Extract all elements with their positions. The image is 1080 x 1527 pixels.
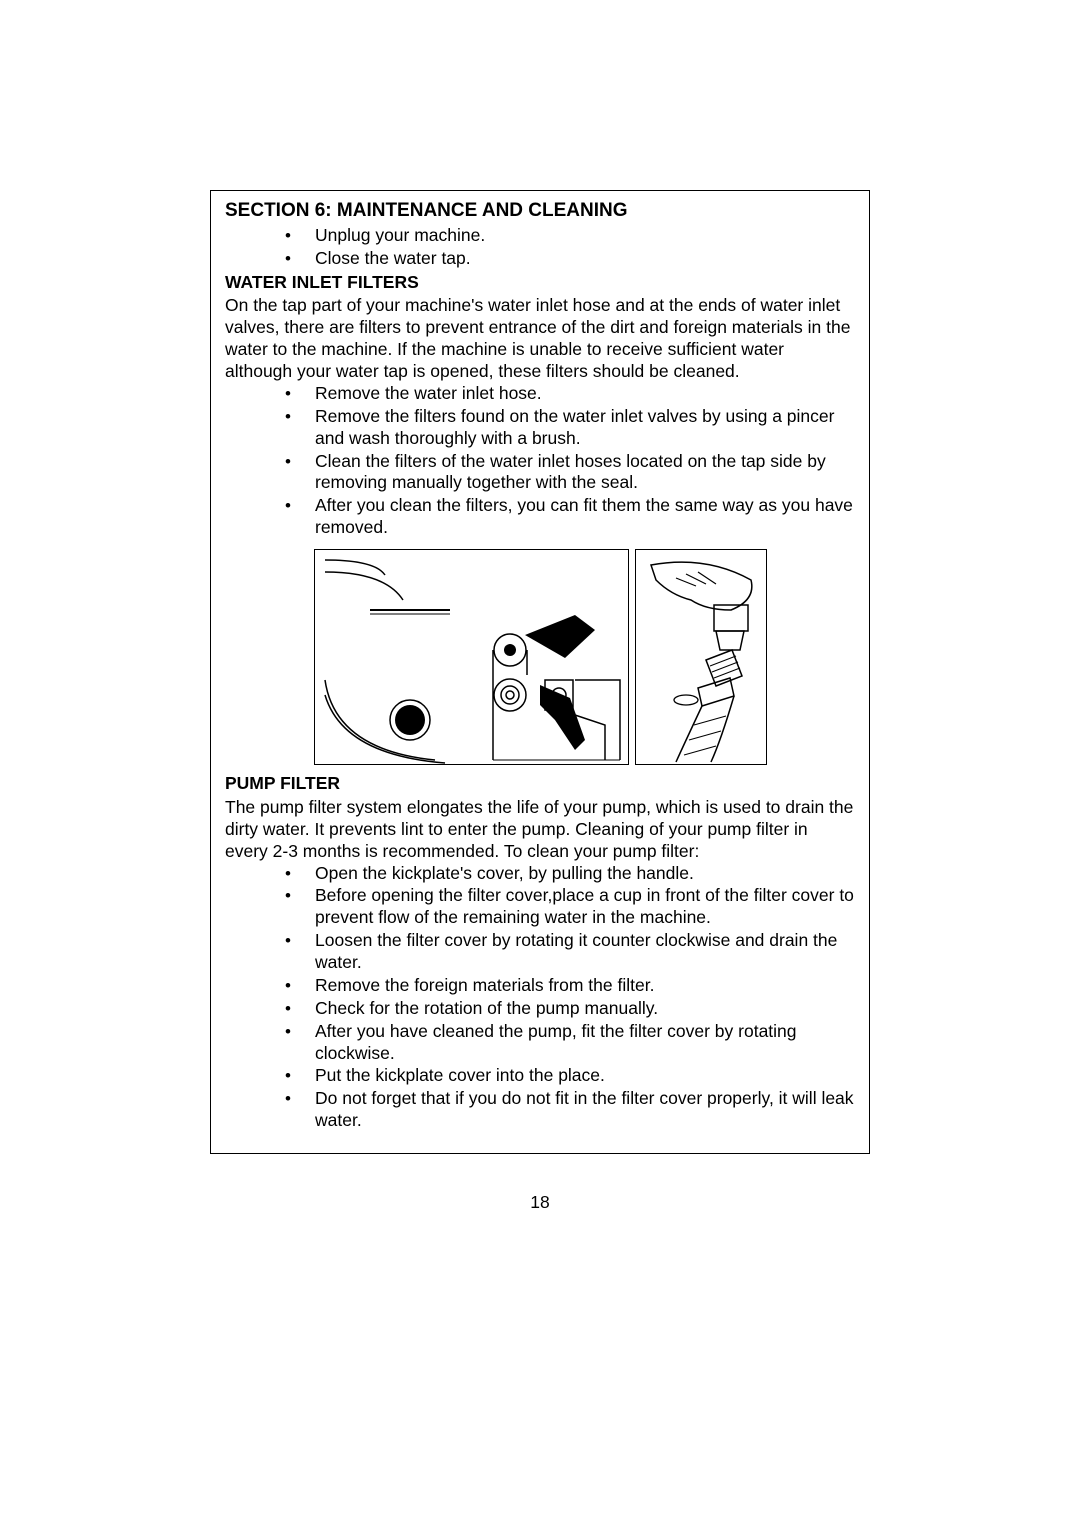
list-item: Clean the filters of the water inlet hos… xyxy=(285,451,855,495)
list-item: Do not forget that if you do not fit in … xyxy=(285,1088,855,1132)
water-inlet-para: On the tap part of your machine's water … xyxy=(225,295,855,383)
list-item: Remove the filters found on the water in… xyxy=(285,406,855,450)
list-item: Unplug your machine. xyxy=(285,225,855,247)
list-item: Check for the rotation of the pump manua… xyxy=(285,998,855,1020)
section-title: SECTION 6: MAINTENANCE AND CLEANING xyxy=(225,199,855,223)
water-inlet-heading: WATER INLET FILTERS xyxy=(225,272,855,294)
list-item: After you have cleaned the pump, fit the… xyxy=(285,1021,855,1065)
list-item: Remove the water inlet hose. xyxy=(285,383,855,405)
list-item: Loosen the filter cover by rotating it c… xyxy=(285,930,855,974)
list-item: Remove the foreign materials from the fi… xyxy=(285,975,855,997)
figure-2 xyxy=(635,549,767,765)
list-item: Put the kickplate cover into the place. xyxy=(285,1065,855,1087)
water-inlet-list: Remove the water inlet hose. Remove the … xyxy=(225,383,855,539)
page-number: 18 xyxy=(0,1192,1080,1213)
pump-filter-para: The pump filter system elongates the lif… xyxy=(225,797,855,863)
pump-filter-heading: PUMP FILTER xyxy=(225,773,855,795)
list-item: Close the water tap. xyxy=(285,248,855,270)
figure-row xyxy=(225,549,855,765)
figure-2-svg xyxy=(636,550,768,766)
document-page: SECTION 6: MAINTENANCE AND CLEANING Unpl… xyxy=(210,190,870,1154)
list-item: Before opening the filter cover,place a … xyxy=(285,885,855,929)
figure-1 xyxy=(314,549,629,765)
pump-filter-list: Open the kickplate's cover, by pulling t… xyxy=(225,863,855,1133)
figure-1-svg xyxy=(315,550,630,766)
list-item: Open the kickplate's cover, by pulling t… xyxy=(285,863,855,885)
list-item: After you clean the filters, you can fit… xyxy=(285,495,855,539)
pre-list: Unplug your machine. Close the water tap… xyxy=(225,225,855,270)
